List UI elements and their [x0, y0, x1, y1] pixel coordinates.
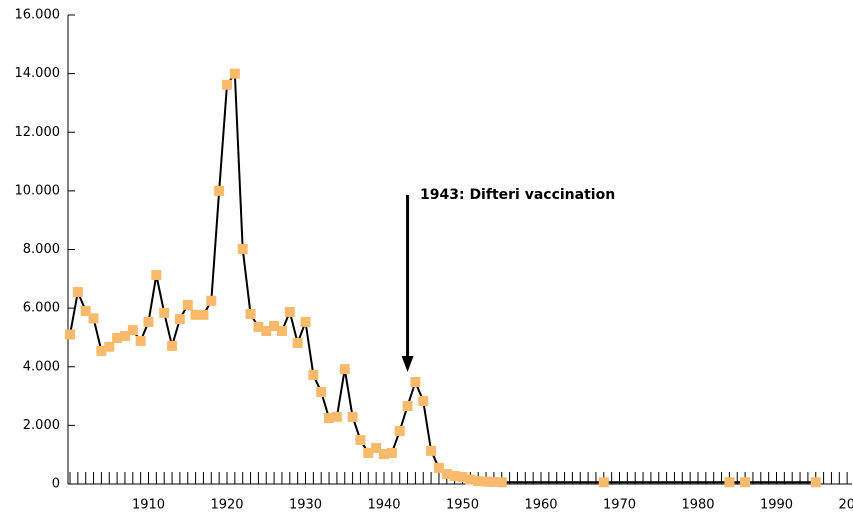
data-point [473, 476, 484, 487]
data-point [324, 413, 335, 424]
x-tick-label: 2000 [838, 498, 853, 513]
data-point [119, 330, 130, 341]
data-point [386, 447, 397, 458]
data-point [457, 471, 468, 482]
data-point [449, 471, 460, 482]
x-tick-label: 1950 [446, 498, 479, 513]
y-tick-label: 0 [52, 477, 60, 492]
data-point [182, 299, 193, 310]
x-tick-label: 1920 [210, 498, 243, 513]
y-tick-label: 12.000 [15, 125, 61, 140]
data-point [214, 185, 225, 196]
data-point [229, 68, 240, 79]
data-point [284, 306, 295, 317]
y-tick-label: 10.000 [15, 183, 61, 198]
y-tick-label: 6.000 [23, 301, 60, 316]
data-point [151, 270, 162, 281]
data-point [206, 295, 217, 306]
data-point [135, 335, 146, 346]
data-point [488, 476, 499, 487]
data-point [465, 474, 476, 485]
data-point [410, 376, 421, 387]
data-point [167, 340, 178, 351]
data-point [308, 369, 319, 380]
y-tick-label: 2.000 [23, 418, 60, 433]
data-point [96, 345, 107, 356]
data-point [441, 469, 452, 480]
data-point [331, 411, 342, 422]
data-point [810, 477, 821, 488]
x-tick-label: 1980 [681, 498, 714, 513]
data-point [276, 325, 287, 336]
data-point [347, 411, 358, 422]
data-point [379, 449, 389, 460]
data-point [80, 306, 91, 317]
data-point [222, 79, 232, 90]
data-point [394, 425, 405, 436]
data-point [261, 325, 272, 336]
x-tick-label: 1930 [289, 498, 322, 513]
data-point [104, 341, 115, 352]
annotation-arrowhead [401, 356, 414, 372]
data-point [190, 309, 201, 320]
data-point [355, 435, 366, 446]
x-tick-label: 1960 [524, 498, 557, 513]
data-point [339, 364, 350, 375]
data-point [253, 321, 264, 332]
data-point [433, 462, 444, 473]
data-point [300, 316, 311, 327]
data-point [363, 447, 374, 458]
data-point [72, 287, 83, 298]
data-point [481, 476, 492, 487]
data-point [740, 477, 751, 488]
data-point [159, 307, 170, 318]
y-tick-label: 14.000 [15, 66, 61, 81]
data-point [292, 338, 303, 349]
data-point [174, 313, 185, 324]
data-point [143, 316, 154, 327]
data-point [88, 313, 99, 324]
data-point [418, 396, 429, 407]
data-point [371, 442, 382, 453]
annotation: 1943: Difteri vaccination [420, 187, 615, 203]
data-point [127, 325, 138, 336]
data-point [402, 401, 413, 412]
data-point [316, 386, 327, 397]
data-point [598, 477, 609, 488]
data-point [112, 333, 123, 344]
data-point [496, 477, 507, 488]
data-point [237, 243, 248, 254]
x-tick-label: 1990 [760, 498, 793, 513]
x-tick-label: 1940 [367, 498, 400, 513]
data-point [426, 445, 437, 456]
x-tick-label: 1910 [132, 498, 165, 513]
data-point [65, 329, 75, 340]
data-point [198, 309, 209, 320]
y-tick-label: 8.000 [23, 242, 60, 257]
x-tick-label: 1970 [603, 498, 636, 513]
data-point [269, 321, 280, 332]
y-tick-label: 16.000 [15, 8, 61, 23]
data-point [245, 308, 256, 319]
y-tick-label: 4.000 [23, 359, 60, 374]
data-point [724, 477, 735, 488]
data-line [69, 70, 816, 484]
